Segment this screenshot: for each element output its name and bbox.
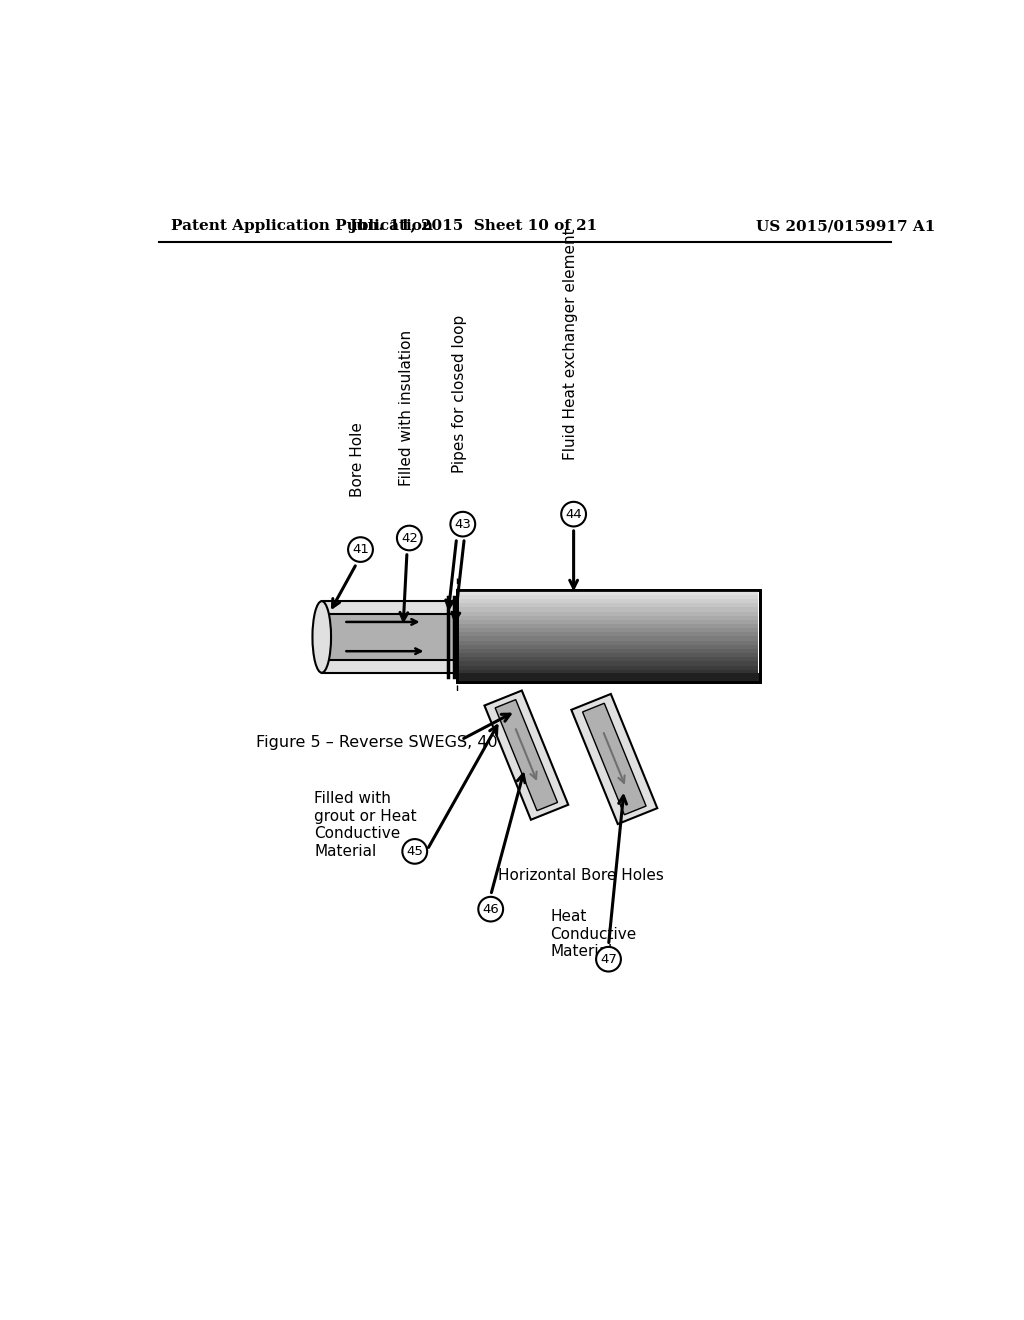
Text: Patent Application Publication: Patent Application Publication [171, 219, 432, 234]
Bar [459, 636, 758, 642]
Polygon shape [496, 700, 557, 810]
Text: 46: 46 [482, 903, 499, 916]
Bar [459, 607, 758, 612]
Bar [459, 628, 758, 632]
Text: Horizontal Bore Holes: Horizontal Bore Holes [499, 869, 665, 883]
Text: 44: 44 [565, 508, 582, 520]
Bar [459, 632, 758, 636]
Bar [458, 590, 760, 682]
Circle shape [348, 537, 373, 562]
Text: Jun. 11, 2015  Sheet 10 of 21: Jun. 11, 2015 Sheet 10 of 21 [349, 219, 597, 234]
Ellipse shape [312, 601, 331, 673]
Text: 45: 45 [407, 845, 423, 858]
Polygon shape [484, 690, 568, 820]
Text: US 2015/0159917 A1: US 2015/0159917 A1 [756, 219, 935, 234]
Bar [459, 640, 758, 645]
Bar [459, 599, 758, 603]
Bar [459, 595, 758, 599]
Bar [459, 669, 758, 675]
Circle shape [478, 896, 503, 921]
Circle shape [561, 502, 586, 527]
Text: 41: 41 [352, 543, 369, 556]
Text: 47: 47 [600, 953, 616, 966]
Text: Heat
Conductive
Material: Heat Conductive Material [550, 909, 637, 958]
Bar [459, 611, 758, 616]
Bar [459, 653, 758, 657]
Bar [459, 661, 758, 667]
Circle shape [402, 840, 427, 863]
Bar [459, 620, 758, 624]
Bar [459, 615, 758, 620]
Bar [459, 624, 758, 628]
Text: 43: 43 [455, 517, 471, 531]
Bar [459, 603, 758, 607]
Text: Filled with
grout or Heat
Conductive
Material: Filled with grout or Heat Conductive Mat… [314, 792, 417, 858]
Polygon shape [583, 704, 646, 814]
Bar [459, 591, 758, 595]
Text: Figure 5 – Reverse SWEGS, 40: Figure 5 – Reverse SWEGS, 40 [256, 734, 498, 750]
Bar [459, 649, 758, 653]
Polygon shape [571, 694, 657, 824]
Bar [322, 601, 458, 673]
Bar [458, 590, 760, 682]
Circle shape [451, 512, 475, 536]
Text: Fluid Heat exchanger element: Fluid Heat exchanger element [563, 228, 579, 461]
Text: Pipes for closed loop: Pipes for closed loop [453, 314, 467, 473]
Text: Filled with insulation: Filled with insulation [399, 330, 414, 486]
Text: 42: 42 [400, 532, 418, 545]
Bar [458, 673, 760, 682]
Circle shape [596, 946, 621, 972]
Text: Bore Hole: Bore Hole [350, 422, 366, 498]
Bar [459, 665, 758, 671]
Bar [322, 614, 458, 660]
Bar [459, 657, 758, 661]
Bar [459, 644, 758, 649]
Circle shape [397, 525, 422, 550]
